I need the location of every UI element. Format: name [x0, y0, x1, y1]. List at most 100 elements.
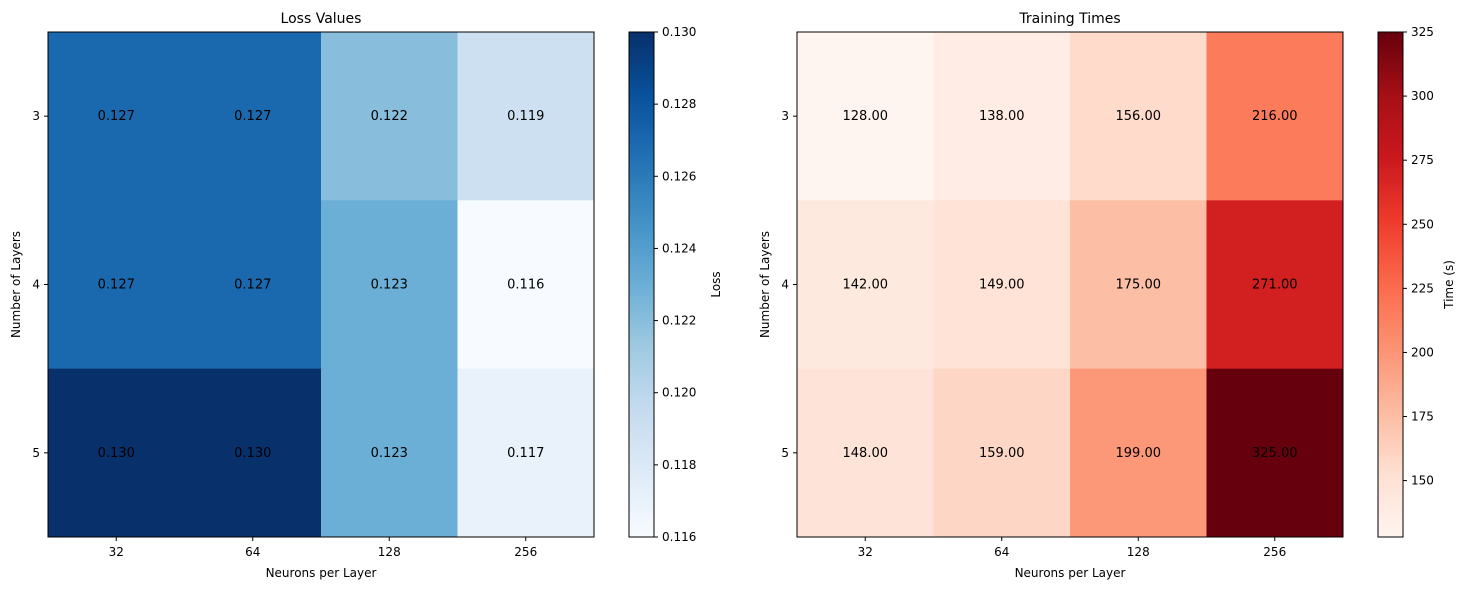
loss-colorbar-ticks: 0.116 0.118 0.120 0.122 0.124 0.126 0.128 0.130	[654, 25, 696, 544]
times-cell	[1206, 200, 1344, 370]
loss-cell	[457, 200, 595, 370]
loss-cell	[321, 200, 458, 370]
loss-cell-value-label: 0.130	[234, 446, 271, 461]
times-y-tick-label: 3	[781, 109, 789, 123]
times-cell-value-label: 199.00	[1116, 446, 1162, 461]
times-colorbar-tick-label: 175	[1411, 410, 1434, 424]
loss-y-ticks: 3 4 5	[32, 109, 48, 460]
loss-colorbar-tick-label: 0.122	[662, 314, 696, 328]
times-colorbar-tick-label: 225	[1411, 281, 1434, 295]
loss-cell-value-label: 0.123	[371, 278, 408, 293]
times-colorbar-tick-label: 200	[1411, 345, 1434, 359]
loss-chart-title: Loss Values	[281, 11, 362, 27]
loss-x-tick-label: 256	[514, 545, 537, 559]
loss-cell-value-label: 0.127	[234, 278, 271, 293]
times-cell-value-label: 138.00	[979, 109, 1025, 124]
loss-y-tick-label: 5	[32, 446, 40, 460]
times-cell-value-label: 149.00	[979, 278, 1025, 293]
times-cell-value-label: 325.00	[1252, 446, 1298, 461]
times-cell	[933, 200, 1071, 370]
times-cell-value-label: 271.00	[1252, 278, 1298, 293]
times-cell-value-label: 156.00	[1116, 109, 1162, 124]
loss-x-ticks: 32 64 128 256	[109, 537, 537, 559]
loss-cell-value-label: 0.130	[98, 446, 135, 461]
loss-y-tick-label: 4	[32, 278, 40, 292]
times-x-ticks: 32 64 128 256	[858, 537, 1286, 559]
times-y-tick-label: 5	[781, 446, 789, 460]
times-colorbar-tick-label: 300	[1411, 89, 1434, 103]
loss-colorbar-tick-label: 0.120	[662, 386, 696, 400]
loss-colorbar-tick-label: 0.130	[662, 25, 696, 39]
times-y-axis-label: Number of Layers	[758, 231, 772, 338]
times-cell	[1206, 32, 1344, 201]
loss-cell-value-label: 0.117	[507, 446, 544, 461]
times-colorbar-ticks: 150 175 200 225 250 275 300 325	[1403, 25, 1434, 488]
times-cell-value-label: 175.00	[1116, 278, 1162, 293]
loss-x-tick-label: 64	[245, 545, 260, 559]
times-cell	[1070, 200, 1207, 370]
loss-y-axis-label: Number of Layers	[9, 231, 23, 338]
times-y-tick-label: 4	[781, 278, 789, 292]
loss-cell-value-label: 0.122	[371, 109, 408, 124]
times-cell-value-label: 148.00	[843, 446, 889, 461]
times-colorbar-tick-label: 325	[1411, 25, 1434, 39]
loss-cell-value-label: 0.127	[98, 109, 135, 124]
loss-cell	[457, 32, 595, 201]
loss-cell	[48, 200, 185, 370]
loss-colorbar-tick-label: 0.118	[662, 458, 696, 472]
times-colorbar	[1377, 31, 1404, 538]
times-cell-value-label: 216.00	[1252, 109, 1298, 124]
loss-cell	[184, 200, 322, 370]
times-cell-value-label: 159.00	[979, 446, 1025, 461]
times-heatmap-cells	[797, 32, 1344, 538]
loss-cell-value-label: 0.119	[507, 109, 544, 124]
loss-cell	[184, 32, 322, 201]
times-cell	[797, 32, 934, 201]
times-x-tick-label: 32	[858, 545, 873, 559]
times-cell	[797, 368, 934, 538]
loss-cell-value-label: 0.123	[371, 446, 408, 461]
loss-cell-value-label: 0.127	[234, 109, 271, 124]
loss-colorbar	[628, 31, 655, 538]
times-cell	[933, 32, 1071, 201]
times-cell-labels: 128.00 138.00 156.00 216.00 142.00 149.00 175.…	[843, 109, 1298, 461]
times-cell-value-label: 128.00	[843, 109, 889, 124]
times-cell	[797, 200, 934, 370]
loss-heatmap-cells	[48, 32, 595, 538]
training-times-heatmap-chart: Training Times 128.00 138.00 156.00 216.001…	[758, 11, 1456, 580]
times-cell	[1070, 32, 1207, 201]
loss-cell	[321, 32, 458, 201]
loss-colorbar-tick-label: 0.116	[662, 530, 696, 544]
loss-x-tick-label: 32	[109, 545, 124, 559]
times-cell	[933, 368, 1071, 538]
loss-cell	[457, 368, 595, 538]
loss-x-axis-label: Neurons per Layer	[266, 566, 377, 580]
times-cell-value-label: 142.00	[843, 278, 889, 293]
times-cell	[1070, 368, 1207, 538]
loss-cell	[48, 32, 185, 201]
times-chart-title: Training Times	[1018, 11, 1120, 27]
loss-colorbar-tick-label: 0.124	[662, 241, 696, 255]
times-x-tick-label: 256	[1263, 545, 1286, 559]
times-y-ticks: 3 4 5	[781, 109, 797, 460]
loss-cell	[48, 368, 185, 538]
times-colorbar-tick-label: 150	[1411, 474, 1434, 488]
times-colorbar-label: Time (s)	[1442, 260, 1456, 310]
loss-cell	[321, 368, 458, 538]
times-x-axis-label: Neurons per Layer	[1015, 566, 1126, 580]
times-x-tick-label: 64	[994, 545, 1009, 559]
loss-x-tick-label: 128	[378, 545, 401, 559]
times-cell	[1206, 368, 1344, 538]
loss-cell-value-label: 0.116	[507, 278, 544, 293]
times-colorbar-tick-label: 250	[1411, 217, 1434, 231]
loss-colorbar-tick-label: 0.126	[662, 169, 696, 183]
loss-cell-labels: 0.127 0.127 0.122 0.119 0.127 0.127 0.123 0.116…	[98, 109, 545, 461]
loss-colorbar-label: Loss	[709, 271, 723, 297]
loss-colorbar-tick-label: 0.128	[662, 97, 696, 111]
loss-cell-value-label: 0.127	[98, 278, 135, 293]
times-x-tick-label: 128	[1127, 545, 1150, 559]
loss-y-tick-label: 3	[32, 109, 40, 123]
loss-cell	[184, 368, 322, 538]
